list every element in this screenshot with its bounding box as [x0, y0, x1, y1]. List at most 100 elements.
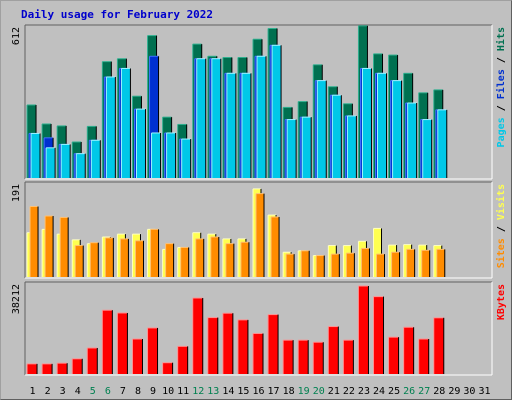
pages-bar — [106, 76, 116, 178]
day-label: 15 — [237, 386, 249, 397]
kbytes-bar — [283, 340, 294, 374]
pages-bar — [287, 119, 297, 178]
kbytes-bar — [358, 286, 369, 374]
kbytes-bar — [268, 314, 279, 374]
day-label: 28 — [433, 386, 445, 397]
kbytes-bar — [162, 362, 173, 374]
sites-bar — [256, 193, 264, 277]
sites-bar — [406, 249, 415, 277]
visits-sites-panel: 191 Sites / Visits — [11, 181, 507, 279]
pages-bar — [317, 80, 327, 178]
kbytes-bar — [27, 363, 38, 374]
pages-bar — [121, 68, 131, 178]
sites-bar — [165, 243, 174, 277]
pages-bar — [76, 153, 86, 178]
sites-bar — [45, 216, 54, 277]
day-label: 22 — [343, 386, 355, 397]
pages-bar — [377, 73, 387, 178]
kbytes-bar — [72, 358, 83, 374]
pages-bar — [392, 80, 402, 178]
kbytes-series — [26, 285, 445, 374]
day-label: 11 — [177, 386, 189, 397]
series-legend-label: KBytes — [496, 284, 507, 320]
sites-bar — [240, 242, 249, 277]
day-label: 3 — [60, 386, 66, 397]
day-label: 10 — [162, 386, 174, 397]
kbytes-bar — [253, 333, 263, 374]
kbytes-bar — [373, 296, 384, 374]
kbytes-bar — [117, 312, 128, 374]
day-label: 18 — [283, 386, 295, 397]
pages-bar — [196, 58, 206, 178]
sites-bar — [105, 237, 114, 277]
sites-bar — [180, 247, 189, 277]
kbytes-bar — [207, 317, 218, 374]
sites-bar — [150, 229, 159, 277]
pages-bar — [181, 139, 191, 178]
day-label: 14 — [222, 386, 234, 397]
day-label: 24 — [373, 386, 385, 397]
day-axis-labels: 1 2 3 4 5 6 7 8 9 10 11 12 13 14 15 16 17 18 19 20 21 22 23 24 2… — [30, 386, 491, 397]
pages-series — [30, 44, 448, 179]
pages-bar — [407, 103, 417, 178]
sites-bar — [225, 243, 234, 277]
pages-bar — [91, 140, 101, 178]
kbytes-bar — [343, 340, 354, 374]
pages-bar — [46, 147, 56, 178]
pages-bar — [61, 144, 71, 178]
kbytes-bar — [192, 298, 203, 374]
day-label: 23 — [358, 386, 370, 397]
sites-bar — [195, 238, 204, 277]
day-label: 19 — [298, 386, 310, 397]
kbytes-bar — [177, 346, 188, 374]
kbytes-bar — [388, 337, 399, 374]
kbytes-bar — [237, 319, 248, 374]
legend-visits: Visits — [495, 184, 507, 220]
sites-bar — [376, 254, 385, 277]
visits-bar — [373, 228, 382, 277]
pages-bar — [211, 58, 221, 178]
legend-separator: / — [496, 51, 507, 69]
sites-bar — [301, 250, 310, 277]
day-label: 9 — [150, 386, 156, 397]
day-label: 20 — [313, 386, 325, 397]
day-label: 7 — [120, 386, 126, 397]
sites-bar — [60, 217, 69, 277]
day-label: 5 — [90, 386, 96, 397]
kbytes-bar — [298, 340, 309, 374]
sites-bar — [316, 255, 325, 277]
day-label: 12 — [192, 386, 204, 397]
day-label: 26 — [403, 386, 415, 397]
pages-bar — [362, 68, 372, 178]
day-label: 17 — [268, 386, 280, 397]
day-label: 13 — [207, 386, 219, 397]
y-max-label: 612 — [11, 27, 22, 45]
day-label: 21 — [328, 386, 340, 397]
pages-bar — [136, 109, 146, 178]
kbytes-bar — [433, 317, 444, 374]
pages-bar — [257, 56, 266, 178]
pages-bar — [302, 117, 312, 178]
kbytes-bar — [418, 338, 429, 374]
chart-title: Daily usage for February 2022 — [21, 8, 214, 21]
series-legend-label: Sites / Visits — [495, 184, 507, 268]
sites-bar — [346, 253, 355, 277]
kbytes-bar — [132, 338, 143, 374]
pages-bar — [347, 115, 357, 178]
day-label: 29 — [448, 386, 460, 397]
kbytes-bar — [147, 327, 158, 374]
sites-series — [29, 193, 446, 277]
day-label: 30 — [463, 386, 475, 397]
pages-bar — [151, 132, 161, 178]
sites-bar — [421, 250, 430, 277]
pages-bar — [241, 73, 251, 178]
sites-bar — [361, 248, 370, 277]
day-label: 4 — [75, 386, 81, 397]
pages-bar — [332, 95, 342, 178]
kbytes-bar — [42, 363, 53, 374]
kbytes-bar — [328, 326, 339, 374]
sites-bar — [30, 206, 39, 277]
sites-bar — [286, 254, 295, 277]
